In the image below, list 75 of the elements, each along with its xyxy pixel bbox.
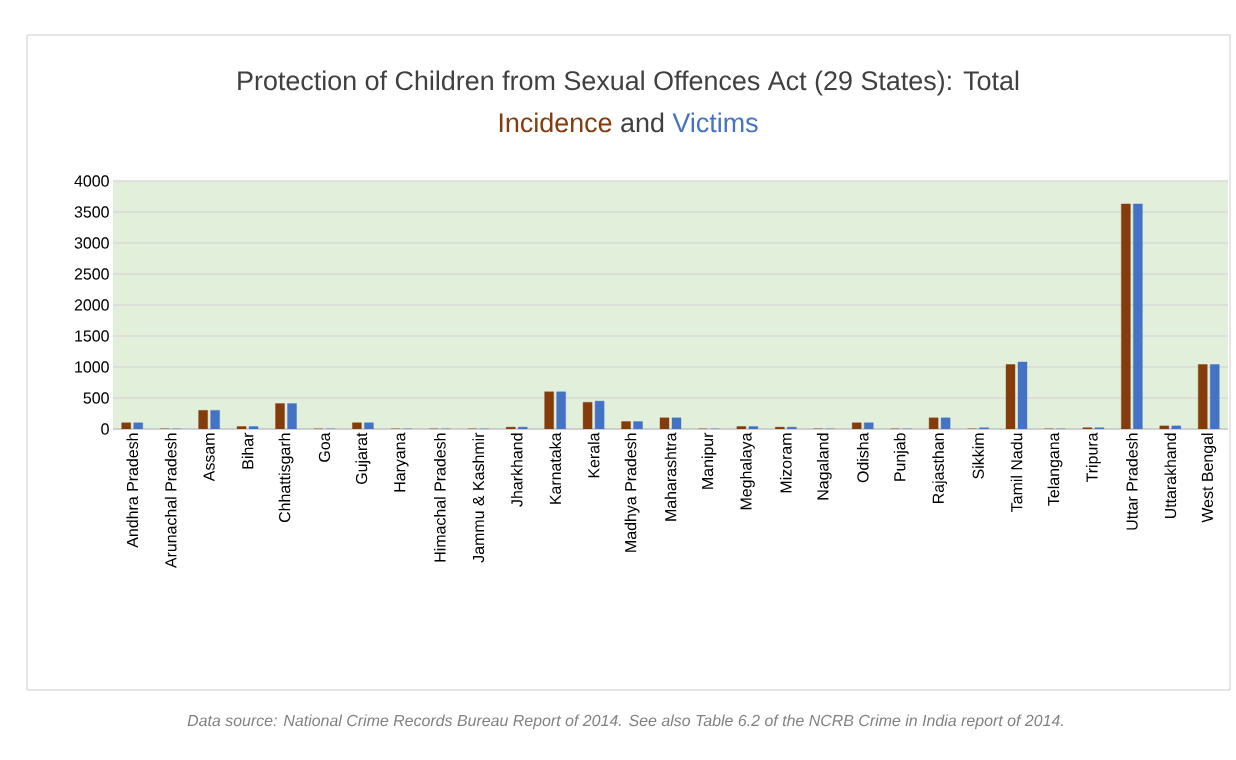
- bar: [275, 403, 285, 429]
- bar: [928, 417, 939, 429]
- bar: [594, 400, 605, 429]
- x-tick-label: Arunachal Pradesh: [164, 433, 177, 569]
- x-tick-label: Tamil Nadu: [1010, 433, 1023, 512]
- chart-title: Protection of Children from Sexual Offences Act (29 States): Total: [238, 70, 1019, 96]
- bar: [633, 421, 643, 429]
- bar: [1005, 364, 1016, 429]
- x-tick-label: Rajasthan: [932, 433, 948, 503]
- x-tick-label: Madhya Pradesh: [624, 433, 640, 552]
- bar: [659, 417, 670, 429]
- bar: [287, 403, 297, 429]
- source-note: Data source: National Crime Records Bureau Report of 2014. See also Table 6.2 of the NCRB Crime in India report of 2014.: [187, 714, 1063, 730]
- text: Incidence: [499, 112, 612, 133]
- x-tick-label: Sikkim: [972, 433, 984, 479]
- bar: [582, 402, 593, 429]
- bar: [1198, 364, 1208, 429]
- x-tick-label: Assam: [203, 433, 215, 482]
- y-tick-label: 3500: [74, 206, 109, 218]
- bar: [556, 391, 566, 429]
- x-tick-label: Telangana: [1047, 432, 1063, 506]
- x-tick-label: West Bengal: [1201, 433, 1217, 523]
- bar: [121, 422, 131, 429]
- bar: [236, 426, 247, 429]
- x-tick-label: Meghalaya: [739, 432, 755, 510]
- x-tick-label: Karnataka: [549, 432, 561, 504]
- bar: [940, 417, 951, 429]
- bar: [1159, 425, 1169, 429]
- bar: [1171, 425, 1181, 429]
- bar: [352, 422, 362, 429]
- x-tick-label: Jharkhand: [510, 433, 523, 507]
- x-tick-label: Andhra Pradesh: [126, 433, 139, 548]
- y-tick-label: 500: [83, 392, 109, 404]
- x-tick-label: Goa: [318, 432, 331, 462]
- x-tick-label: Maharashtra: [664, 432, 677, 521]
- x-tick-label: Himachal Pradesh: [433, 433, 446, 562]
- bar: [1121, 203, 1131, 429]
- bar: [1017, 361, 1028, 429]
- bar: [364, 422, 374, 429]
- x-tick-label: Punjab: [893, 433, 909, 481]
- x-tick-label: Chhattisgarh: [278, 433, 294, 523]
- bar: [621, 421, 631, 429]
- x-tick-label: Mizoram: [779, 433, 792, 493]
- x-tick-label: Bihar: [241, 432, 254, 469]
- bar: [748, 426, 759, 429]
- bar: [671, 417, 682, 429]
- bar: [1210, 364, 1220, 429]
- bar: [852, 422, 862, 429]
- bar: [133, 422, 143, 429]
- y-tick-label: 1000: [75, 361, 109, 373]
- y-tick-label: 2000: [74, 299, 109, 311]
- y-tick-label: 0: [101, 423, 109, 435]
- bar: [198, 410, 208, 429]
- bar: [210, 410, 220, 429]
- x-tick-label: Odisha: [856, 432, 869, 483]
- bar: [248, 426, 259, 429]
- x-tick-label: Haryana: [394, 432, 409, 492]
- x-tick-label: Nagaland: [816, 433, 832, 500]
- bar: [544, 391, 554, 429]
- x-tick-label: Gujarat: [355, 432, 371, 484]
- x-tick-label: Manipur: [701, 432, 717, 489]
- x-tick-label: Uttar Pradesh: [1126, 433, 1138, 530]
- y-tick-label: 3000: [74, 237, 109, 249]
- x-tick-label: Kerala: [587, 432, 600, 478]
- bar: [736, 426, 747, 429]
- bar: [864, 422, 874, 429]
- x-tick-label: Jammu & Kashmir: [472, 432, 485, 563]
- bar: [1133, 203, 1143, 429]
- y-tick-label: 2500: [74, 268, 109, 280]
- y-tick-label: 1500: [75, 330, 109, 342]
- x-tick-label: Uttarakhand: [1164, 433, 1177, 519]
- text: Victims: [672, 112, 758, 133]
- y-tick-label: 4000: [74, 175, 109, 187]
- text: and: [621, 112, 664, 133]
- x-tick-label: Tripura: [1085, 432, 1101, 483]
